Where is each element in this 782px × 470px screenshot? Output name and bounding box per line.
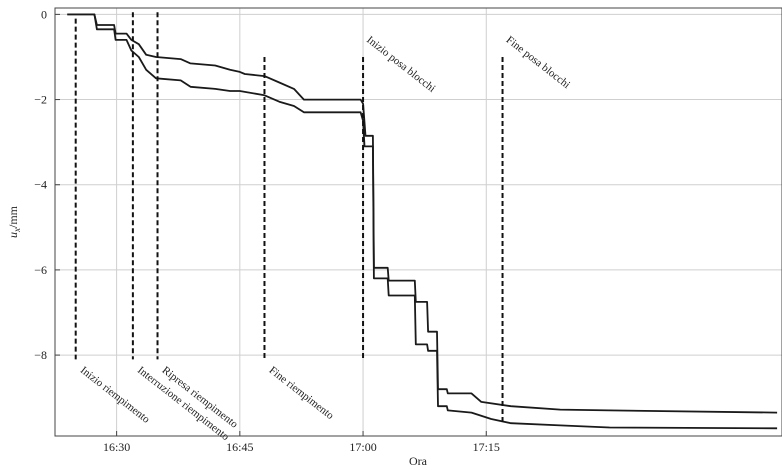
y-tick-label: −4 <box>34 178 47 192</box>
x-axis-label: Ora <box>409 454 428 468</box>
plot-frame <box>54 7 782 437</box>
data-series <box>67 13 778 430</box>
x-tick-label: 16:30 <box>103 440 130 454</box>
y-axis-label-unit: /mm <box>6 205 20 228</box>
y-tick-label: 0 <box>41 7 47 21</box>
y-tick-label: −6 <box>34 263 47 277</box>
x-tick-label: 17:00 <box>349 440 376 454</box>
y-axis-label-symbol: u <box>6 232 20 238</box>
x-tick-label: 17:15 <box>473 440 500 454</box>
y-axis-label-subscript: x <box>12 228 22 233</box>
y-axis-label: ux/mm <box>6 205 22 238</box>
y-tick-label: −8 <box>34 348 47 362</box>
grid-lines <box>55 8 782 436</box>
axis-ticks: 16:30 16:45 17:00 17:15 0 −2 −4 −6 −8 <box>34 7 500 454</box>
series-line-2 <box>67 13 778 430</box>
x-tick-label: 16:45 <box>226 440 253 454</box>
y-tick-label: −2 <box>34 93 47 107</box>
series-line-1 <box>67 13 778 414</box>
